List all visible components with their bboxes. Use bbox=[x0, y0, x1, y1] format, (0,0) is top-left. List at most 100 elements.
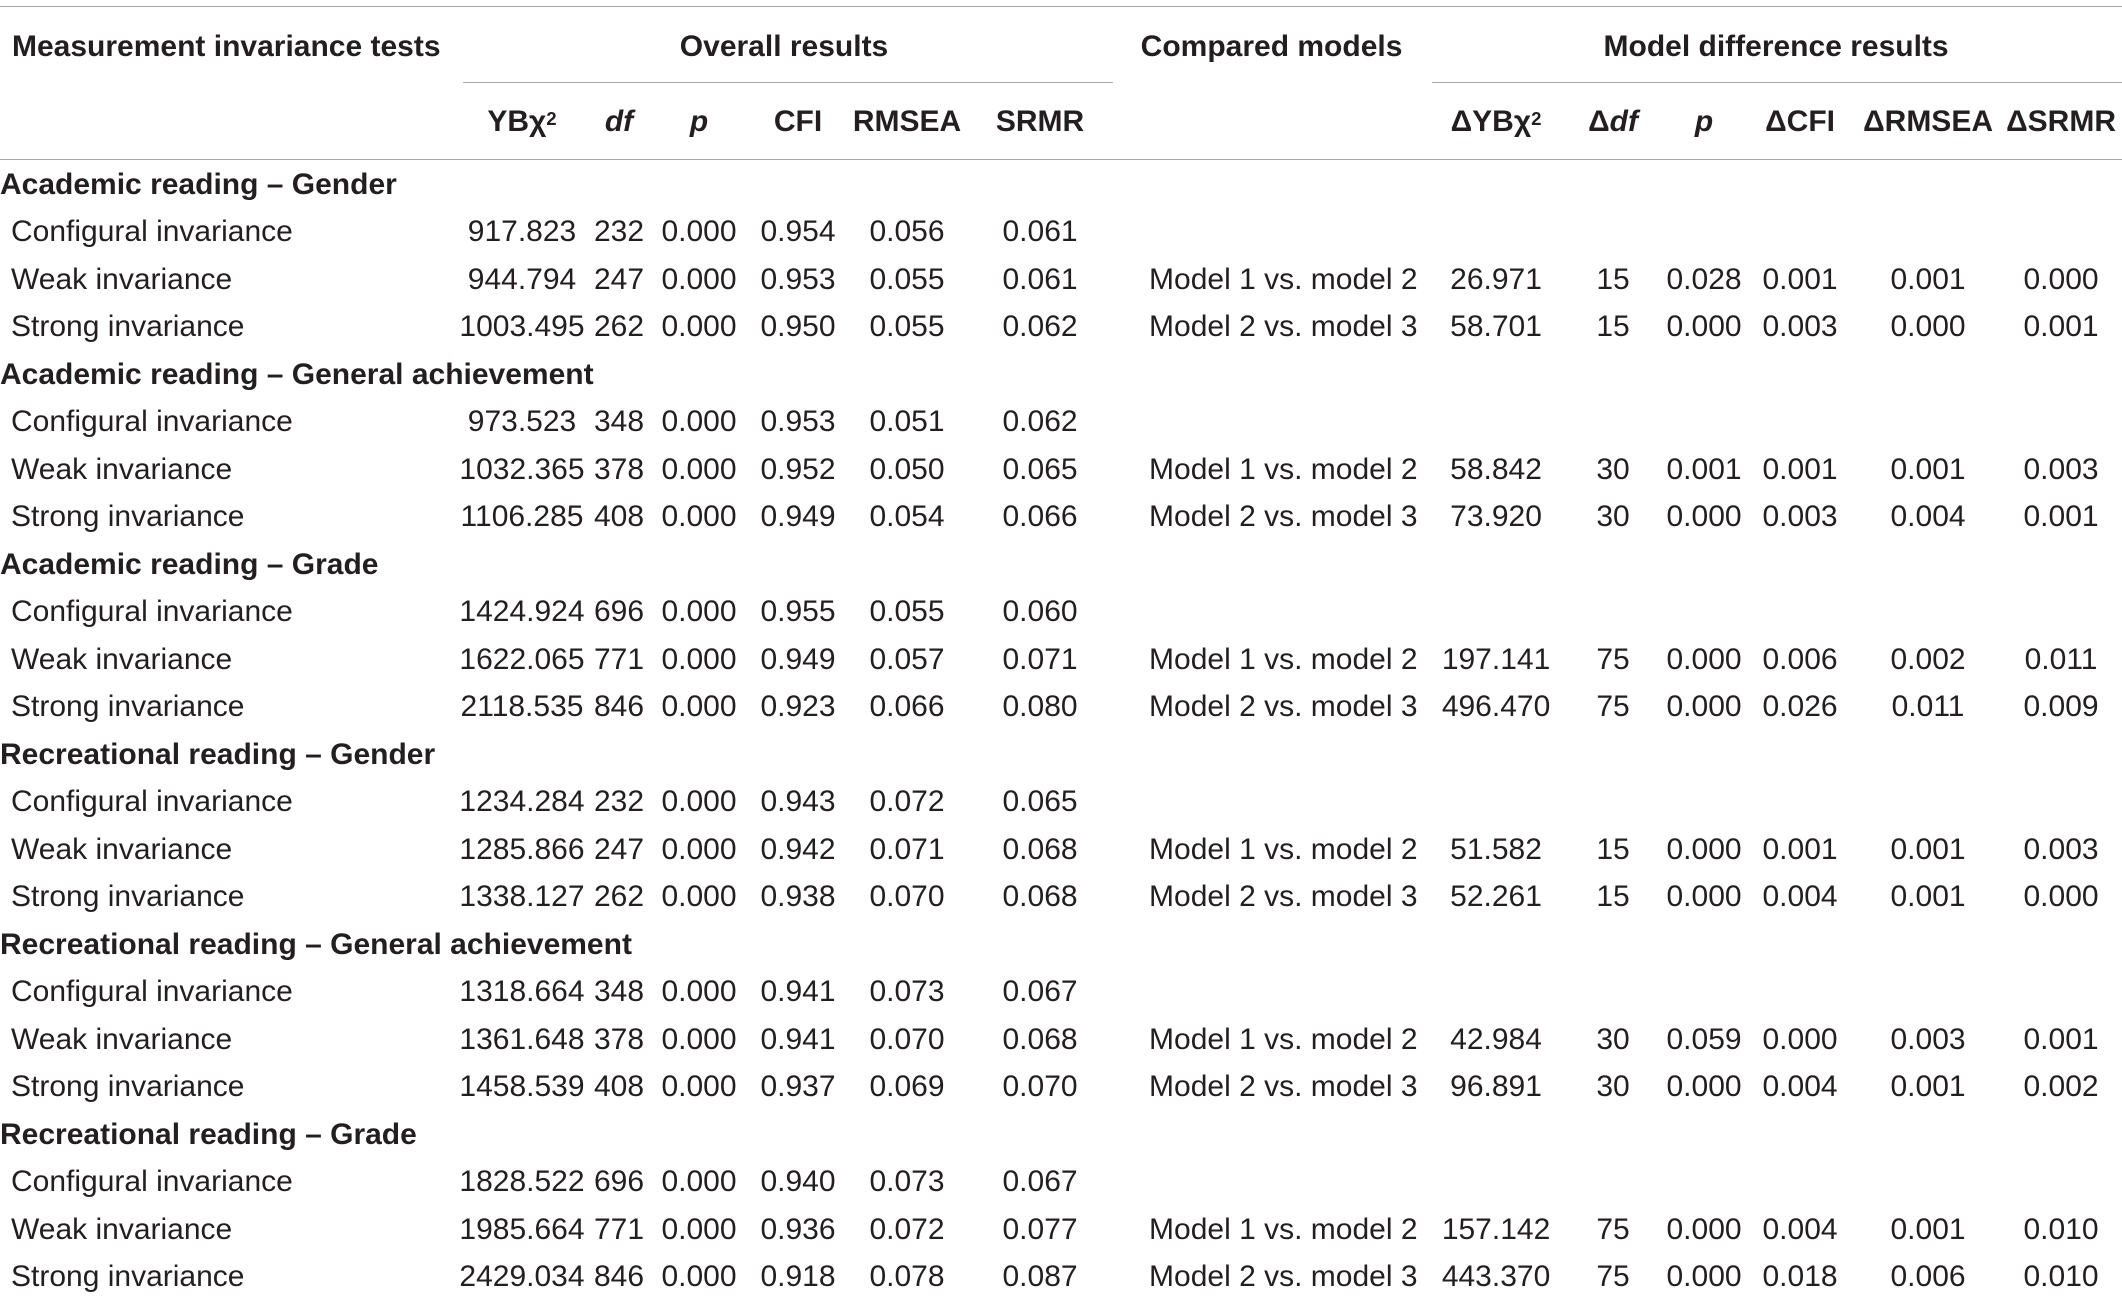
cell-df: 262 bbox=[593, 310, 645, 344]
cell-compared-models: Model 1 vs. model 2 bbox=[1149, 262, 1418, 296]
cell-chi-square: 1424.924 bbox=[459, 595, 585, 629]
cell-delta-rmsea: 0.002 bbox=[1890, 642, 1966, 676]
group-header-row: Academic reading – Grade bbox=[0, 541, 2122, 589]
cell-test-name: Configural invariance bbox=[11, 215, 293, 249]
cell-p-value: 0.000 bbox=[661, 642, 737, 676]
cell-delta-rmsea bbox=[1856, 209, 2000, 257]
cell-delta-p: 0.000 bbox=[1666, 1070, 1742, 1104]
cell-chi-square: 1285.866 bbox=[459, 832, 585, 866]
cell-delta-srmr: 0.001 bbox=[2023, 310, 2099, 344]
cell-p-value: 0.000 bbox=[661, 500, 737, 534]
cell-rmsea: 0.073 bbox=[869, 975, 945, 1009]
col-group-difference: Model difference results bbox=[1603, 29, 1949, 63]
cell-delta-df: 30 bbox=[1596, 452, 1630, 486]
cell-delta-cfi: 0.000 bbox=[1762, 1022, 1838, 1056]
cell-srmr: 0.061 bbox=[1002, 262, 1078, 296]
cell-srmr: 0.065 bbox=[1002, 452, 1078, 486]
table-row: Strong invariance 2429.034 846 0.000 0.918 0.… bbox=[0, 1254, 2122, 1302]
cell-chi-square: 973.523 bbox=[467, 405, 577, 439]
cell-test-name: Configural invariance bbox=[11, 405, 293, 439]
cell-delta-srmr: 0.001 bbox=[2023, 1022, 2099, 1056]
cell-delta-srmr: 0.001 bbox=[2023, 500, 2099, 534]
cell-delta-df: 30 bbox=[1596, 500, 1630, 534]
table-row: Configural invariance 1424.924 696 0.000 0.9… bbox=[0, 589, 2122, 637]
col-header-srmr: SRMR bbox=[995, 105, 1085, 138]
cell-cfi: 0.942 bbox=[760, 832, 836, 866]
cell-delta-chi-square bbox=[1430, 779, 1562, 827]
cell-cfi: 0.918 bbox=[760, 1260, 836, 1294]
cell-test-name: Strong invariance bbox=[11, 690, 245, 724]
cell-delta-chi-square bbox=[1430, 1159, 1562, 1207]
cell-srmr: 0.060 bbox=[1002, 595, 1078, 629]
cell-rmsea: 0.054 bbox=[869, 500, 945, 534]
cell-delta-cfi: 0.001 bbox=[1762, 452, 1838, 486]
cell-p-value: 0.000 bbox=[661, 405, 737, 439]
cell-test-name: Configural invariance bbox=[11, 975, 293, 1009]
cell-srmr: 0.077 bbox=[1002, 1212, 1078, 1246]
cell-delta-rmsea: 0.001 bbox=[1890, 1212, 1966, 1246]
cell-test-name: Strong invariance bbox=[11, 310, 245, 344]
cell-delta-srmr bbox=[2000, 1159, 2122, 1207]
cell-delta-rmsea: 0.003 bbox=[1890, 1022, 1966, 1056]
cell-chi-square: 917.823 bbox=[467, 215, 577, 249]
cell-delta-chi-square: 157.142 bbox=[1441, 1212, 1551, 1246]
cell-delta-p bbox=[1664, 209, 1744, 257]
cell-rmsea: 0.070 bbox=[869, 1022, 945, 1056]
cell-compared-models: Model 2 vs. model 3 bbox=[1149, 1070, 1418, 1104]
cell-delta-df: 75 bbox=[1596, 1212, 1630, 1246]
cell-p-value: 0.000 bbox=[661, 215, 737, 249]
header-bottom-rule bbox=[0, 159, 2122, 160]
cell-chi-square: 1338.127 bbox=[459, 880, 585, 914]
cell-delta-rmsea: 0.011 bbox=[1891, 690, 1965, 724]
cell-chi-square: 1234.284 bbox=[459, 785, 585, 819]
delta-chi-sup: 2 bbox=[1531, 107, 1542, 129]
cell-delta-srmr: 0.000 bbox=[2023, 262, 2099, 296]
cell-delta-cfi: 0.003 bbox=[1762, 310, 1838, 344]
table-row: Configural invariance 1828.522 696 0.000 0.9… bbox=[0, 1159, 2122, 1207]
group-title: Academic reading – General achievement bbox=[0, 357, 594, 391]
cell-df: 696 bbox=[593, 1165, 645, 1199]
cell-chi-square: 1985.664 bbox=[459, 1212, 585, 1246]
cell-delta-cfi bbox=[1744, 779, 1856, 827]
cell-srmr: 0.068 bbox=[1002, 880, 1078, 914]
cell-srmr: 0.067 bbox=[1002, 1165, 1078, 1199]
cell-compared-models: Model 1 vs. model 2 bbox=[1149, 642, 1418, 676]
group-header-row: Recreational reading – Grade bbox=[0, 1111, 2122, 1159]
group-header-row: Recreational reading – General achieveme… bbox=[0, 921, 2122, 969]
cell-delta-rmsea: 0.004 bbox=[1890, 500, 1966, 534]
cell-chi-square: 1828.522 bbox=[459, 1165, 585, 1199]
cell-cfi: 0.940 bbox=[760, 1165, 836, 1199]
cell-chi-square: 1622.065 bbox=[459, 642, 585, 676]
cell-srmr: 0.071 bbox=[1002, 642, 1078, 676]
cell-cfi: 0.949 bbox=[760, 642, 836, 676]
cell-rmsea: 0.069 bbox=[869, 1070, 945, 1104]
col-group-compared: Compared models bbox=[1140, 29, 1403, 63]
cell-delta-p: 0.000 bbox=[1666, 500, 1742, 534]
cell-delta-p: 0.001 bbox=[1666, 452, 1742, 486]
cell-p-value: 0.000 bbox=[661, 1070, 737, 1104]
cell-rmsea: 0.050 bbox=[869, 452, 945, 486]
table-row: Weak invariance 944.794 247 0.000 0.953 0.055… bbox=[0, 256, 2122, 304]
cell-delta-srmr: 0.010 bbox=[2023, 1260, 2099, 1294]
cell-delta-p: 0.000 bbox=[1666, 1212, 1742, 1246]
cell-delta-rmsea bbox=[1856, 399, 2000, 447]
cell-delta-p bbox=[1664, 589, 1744, 637]
cell-delta-srmr: 0.009 bbox=[2023, 690, 2099, 724]
cell-delta-srmr: 0.003 bbox=[2023, 832, 2099, 866]
cell-df: 232 bbox=[593, 785, 645, 819]
cell-delta-df bbox=[1562, 1159, 1664, 1207]
cell-compared-models: Model 2 vs. model 3 bbox=[1149, 1260, 1418, 1294]
col-header-delta-rmsea: ΔRMSEA bbox=[1863, 105, 1993, 138]
cell-compared-models bbox=[1113, 779, 1430, 827]
col-group-overall: Overall results bbox=[679, 29, 889, 63]
cell-chi-square: 1458.539 bbox=[459, 1070, 585, 1104]
col-header-chi: YBχ2 bbox=[455, 83, 589, 161]
cell-delta-rmsea: 0.001 bbox=[1890, 880, 1966, 914]
cell-cfi: 0.953 bbox=[760, 262, 836, 296]
group-title: Recreational reading – Grade bbox=[0, 1117, 417, 1151]
cell-test-name: Strong invariance bbox=[11, 500, 245, 534]
cell-test-name: Weak invariance bbox=[11, 262, 233, 296]
cell-delta-cfi: 0.004 bbox=[1762, 880, 1838, 914]
cell-srmr: 0.062 bbox=[1002, 310, 1078, 344]
